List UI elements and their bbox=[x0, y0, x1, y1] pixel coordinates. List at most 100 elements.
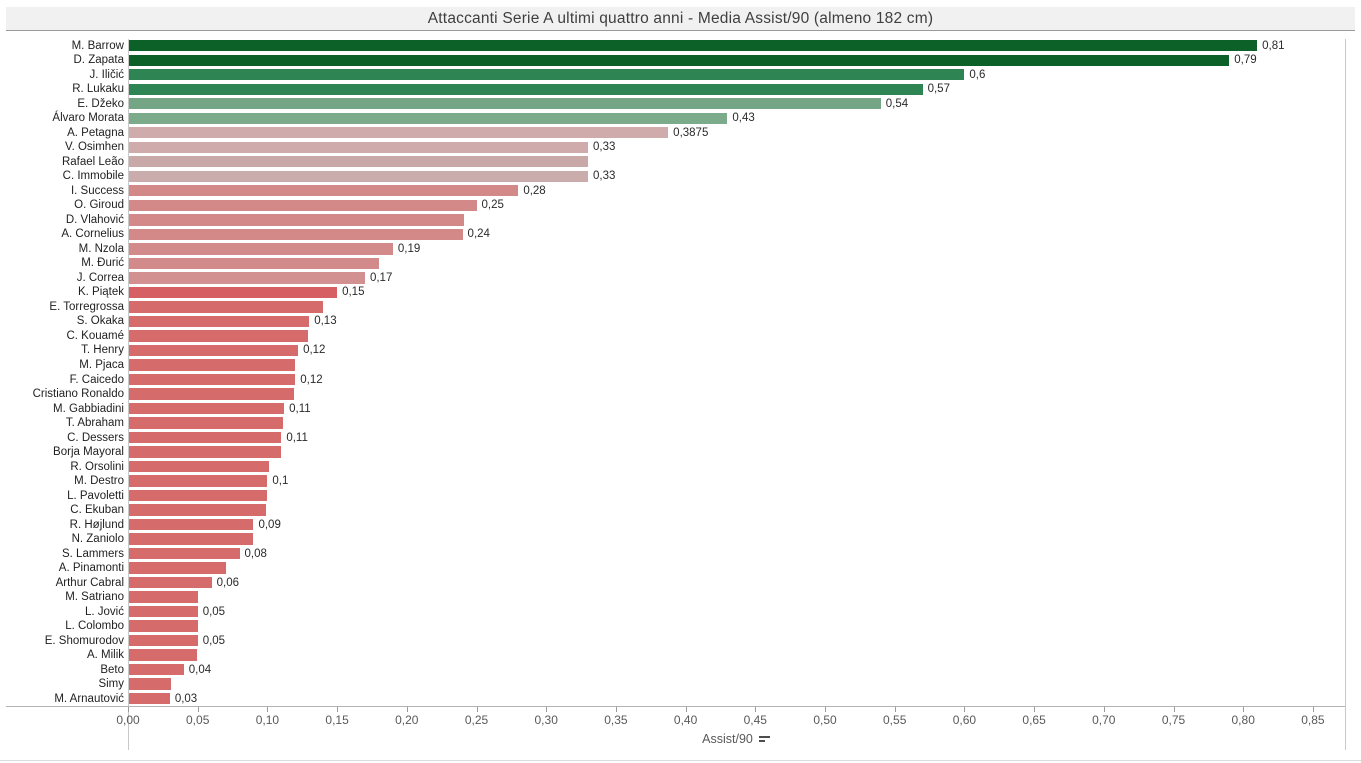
bar[interactable] bbox=[128, 402, 285, 415]
bar[interactable] bbox=[128, 446, 282, 458]
value-label: 0,81 bbox=[1262, 39, 1285, 52]
value-label: 0,54 bbox=[885, 97, 909, 110]
bar[interactable] bbox=[128, 301, 324, 313]
bar-row: A. Cornelius 0,24 bbox=[0, 227, 1361, 242]
value-label: 0,12 bbox=[300, 373, 323, 386]
x-axis-title: Assist/90 bbox=[702, 732, 753, 746]
bar[interactable] bbox=[128, 562, 226, 574]
bar[interactable] bbox=[128, 591, 199, 603]
value-label: 0,05 bbox=[202, 634, 226, 647]
bar[interactable] bbox=[128, 185, 519, 197]
bar[interactable] bbox=[128, 475, 268, 487]
x-tick-mark bbox=[1034, 707, 1036, 712]
bar[interactable] bbox=[128, 605, 198, 618]
bar[interactable] bbox=[128, 83, 923, 95]
category-label: A. Milik bbox=[86, 649, 124, 662]
x-tick-label: 0,25 bbox=[464, 713, 489, 727]
category-label: M. Destro bbox=[74, 475, 124, 488]
x-tick-label: 0,50 bbox=[813, 713, 837, 727]
bar[interactable] bbox=[128, 257, 379, 270]
bar[interactable] bbox=[128, 330, 308, 342]
sort-descending-icon[interactable] bbox=[758, 734, 771, 744]
bar[interactable] bbox=[128, 431, 282, 444]
bar[interactable] bbox=[128, 620, 198, 632]
bar[interactable] bbox=[128, 243, 393, 255]
bar[interactable] bbox=[128, 634, 198, 647]
category-label: A. Pinamonti bbox=[58, 562, 124, 575]
value-label: 0,05 bbox=[202, 605, 226, 618]
x-tick-mark bbox=[128, 707, 129, 712]
bar-row: S. Okaka 0,13 bbox=[0, 314, 1361, 329]
x-tick-mark bbox=[685, 707, 687, 712]
bar[interactable] bbox=[128, 54, 1230, 66]
bar-row: K. Piątek 0,15 bbox=[0, 285, 1361, 300]
category-label: A. Petagna bbox=[67, 126, 124, 139]
bar[interactable] bbox=[128, 533, 254, 545]
bar[interactable] bbox=[128, 112, 728, 124]
category-label: J. Iličić bbox=[89, 68, 125, 81]
bar[interactable] bbox=[128, 489, 267, 502]
category-label: O. Giroud bbox=[74, 199, 124, 212]
category-label: M. Arnautović bbox=[54, 692, 124, 705]
bar[interactable] bbox=[128, 170, 589, 182]
bar[interactable] bbox=[128, 663, 184, 676]
category-label: N. Zaniolo bbox=[71, 533, 124, 546]
chart-title: Attaccanti Serie A ultimi quattro anni -… bbox=[427, 9, 934, 27]
category-label: Borja Mayoral bbox=[53, 446, 124, 459]
bar[interactable] bbox=[128, 199, 477, 211]
bar[interactable] bbox=[128, 127, 669, 139]
category-label: S. Lammers bbox=[62, 547, 124, 560]
bar-row: I. Success 0,28 bbox=[0, 184, 1361, 199]
x-tick-label: 0,45 bbox=[743, 713, 767, 727]
value-label: 0,17 bbox=[369, 271, 393, 284]
bar[interactable] bbox=[128, 359, 296, 371]
value-label: 0,79 bbox=[1234, 54, 1257, 67]
x-tick-label: 0,35 bbox=[604, 713, 628, 727]
bar-row: V. Osimhen 0,33 bbox=[0, 140, 1361, 155]
bar[interactable] bbox=[128, 678, 171, 690]
value-label: 0,03 bbox=[174, 692, 198, 705]
bar-row: C. Dessers 0,11 bbox=[0, 430, 1361, 445]
bar[interactable] bbox=[128, 692, 170, 705]
bar[interactable] bbox=[128, 417, 283, 429]
category-label: Arthur Cabral bbox=[55, 576, 124, 589]
bar[interactable] bbox=[128, 504, 266, 516]
bar[interactable] bbox=[128, 344, 299, 357]
bar[interactable] bbox=[128, 460, 269, 473]
bar[interactable] bbox=[128, 315, 310, 328]
bar[interactable] bbox=[128, 156, 589, 168]
bar-row: S. Lammers 0,08 bbox=[0, 546, 1361, 561]
bar[interactable] bbox=[128, 214, 464, 226]
bar[interactable] bbox=[128, 286, 338, 299]
bar[interactable] bbox=[128, 576, 212, 589]
x-tick-label: 0,30 bbox=[534, 713, 558, 727]
bar-row: C. Ekuban bbox=[0, 503, 1361, 518]
bar[interactable] bbox=[128, 649, 197, 661]
bar[interactable] bbox=[128, 388, 294, 400]
bar-row: M. Nzola 0,19 bbox=[0, 242, 1361, 257]
x-tick-mark bbox=[825, 707, 826, 712]
x-tick-label: 0,20 bbox=[395, 713, 419, 727]
bar-row: T. Abraham bbox=[0, 416, 1361, 431]
bar[interactable] bbox=[128, 228, 463, 241]
x-tick-mark bbox=[964, 707, 966, 712]
bar-row: M. Arnautović 0,03 bbox=[0, 691, 1361, 706]
bar[interactable] bbox=[128, 98, 881, 110]
category-label: E. Džeko bbox=[77, 97, 124, 110]
bar[interactable] bbox=[128, 40, 1258, 52]
bar-row: E. Shomurodov 0,05 bbox=[0, 633, 1361, 648]
bar[interactable] bbox=[128, 518, 254, 531]
bar[interactable] bbox=[128, 69, 965, 81]
bar[interactable] bbox=[128, 547, 240, 560]
bar[interactable] bbox=[128, 141, 589, 153]
bar-row: R. Højlund 0,09 bbox=[0, 517, 1361, 532]
bar-row: L. Pavoletti bbox=[0, 488, 1361, 503]
bar-row: Rafael Leão bbox=[0, 155, 1361, 170]
bar[interactable] bbox=[128, 373, 296, 386]
value-label: 0,06 bbox=[216, 576, 240, 589]
x-tick-mark bbox=[1173, 707, 1175, 712]
bar[interactable] bbox=[128, 272, 365, 284]
bar-row: J. Iličić 0,6 bbox=[0, 68, 1361, 83]
